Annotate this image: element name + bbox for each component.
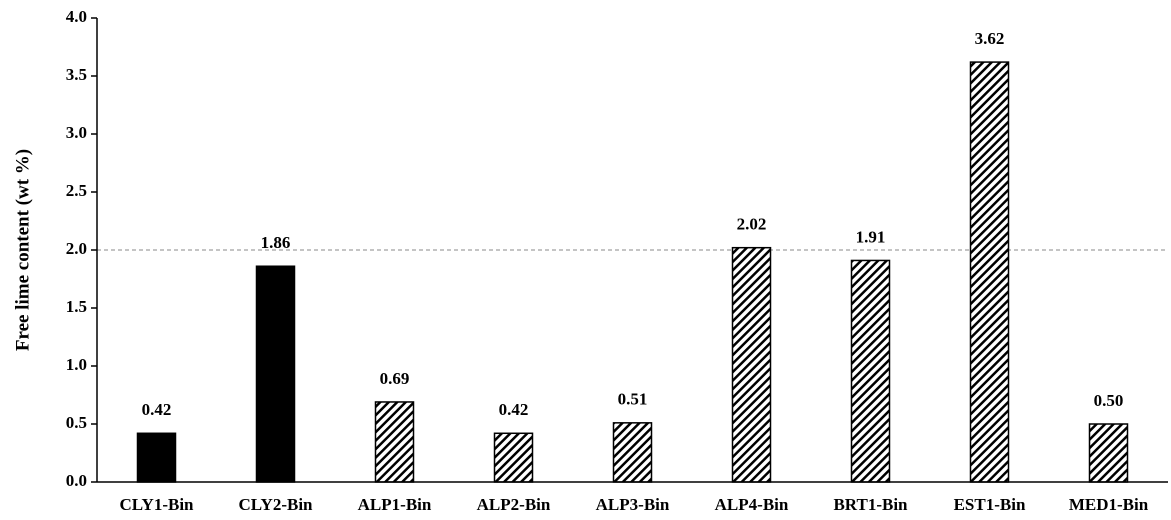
y-tick-label: 0.5 — [66, 413, 87, 432]
y-tick-label: 1.5 — [66, 297, 87, 316]
data-label: 0.51 — [618, 390, 648, 409]
bar — [136, 432, 177, 483]
bar — [493, 432, 534, 483]
y-tick-label: 2.0 — [66, 239, 87, 258]
x-tick-label: EST1-Bin — [954, 495, 1026, 514]
data-label: 0.50 — [1094, 391, 1124, 410]
bar — [612, 422, 653, 483]
data-label: 1.86 — [261, 233, 291, 252]
y-tick-label: 2.5 — [66, 181, 87, 200]
data-label: 0.69 — [380, 369, 410, 388]
x-tick-label: ALP2-Bin — [477, 495, 551, 514]
y-axis-label: Free lime content (wt %) — [12, 149, 33, 351]
bar — [255, 265, 296, 483]
bar — [374, 401, 415, 483]
data-label: 2.02 — [737, 215, 767, 234]
x-tick-label: BRT1-Bin — [833, 495, 908, 514]
y-tick-label: 0.0 — [66, 471, 87, 490]
x-tick-label: MED1-Bin — [1069, 495, 1149, 514]
data-label: 3.62 — [975, 29, 1005, 48]
y-tick-label: 3.5 — [66, 65, 87, 84]
bar — [969, 61, 1010, 483]
x-tick-label: ALP3-Bin — [596, 495, 670, 514]
y-tick-label: 3.0 — [66, 123, 87, 142]
x-tick-label: ALP1-Bin — [358, 495, 432, 514]
y-tick-label: 4.0 — [66, 7, 87, 26]
bar — [731, 246, 772, 483]
data-label: 0.42 — [142, 400, 172, 419]
x-tick-label: CLY2-Bin — [238, 495, 313, 514]
data-label: 1.91 — [856, 227, 886, 246]
x-tick-label: CLY1-Bin — [119, 495, 194, 514]
data-label: 0.42 — [499, 400, 529, 419]
y-tick-label: 1.0 — [66, 355, 87, 374]
bar — [850, 259, 891, 483]
x-tick-label: ALP4-Bin — [715, 495, 789, 514]
bar — [1088, 423, 1129, 483]
